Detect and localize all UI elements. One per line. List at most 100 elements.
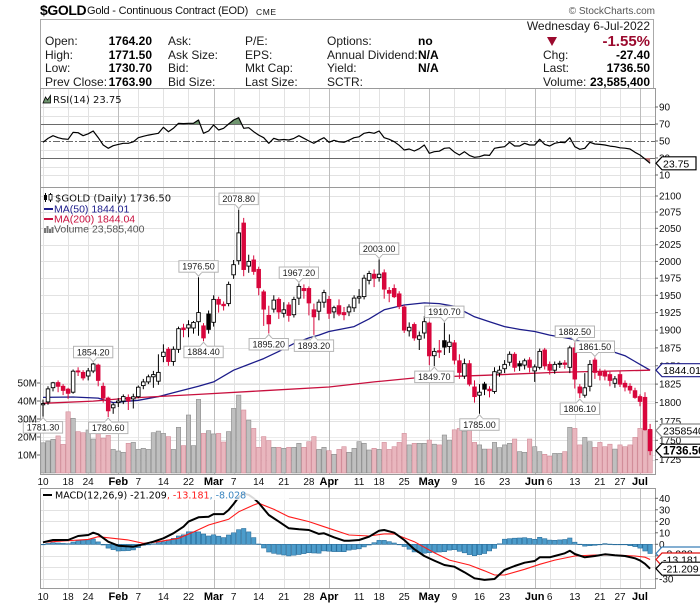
- volume-bar: [376, 449, 382, 474]
- candle: [126, 394, 131, 410]
- macd-histogram-bar: [291, 543, 297, 556]
- candle: [507, 351, 512, 366]
- candle-body: [341, 312, 347, 316]
- price-x-axis-label: 25: [399, 477, 411, 488]
- volume-bar: [496, 447, 502, 474]
- candle-body: [206, 313, 211, 330]
- price-x-axis-label: Feb: [109, 476, 129, 488]
- candle-body: [422, 321, 427, 334]
- price-axis-label: 2100: [659, 192, 682, 203]
- copyright-link[interactable]: © StockCharts.com: [568, 6, 655, 17]
- candle-body: [256, 268, 261, 289]
- volume-axis-label: 40M: [18, 397, 37, 408]
- macd-x-axis-label: 23: [499, 592, 511, 603]
- quote-label-chg: Chg:: [543, 47, 569, 62]
- price-x-axis-label: 14: [253, 477, 265, 488]
- macd-histogram-bar: [486, 543, 492, 552]
- candle-body: [50, 382, 56, 389]
- volume-bar: [266, 440, 272, 474]
- quote-label-volume: Volume:: [543, 74, 587, 89]
- annotation-pointer: [104, 417, 113, 423]
- price-x-axis-label: Jun: [525, 476, 545, 488]
- candle-body: [156, 371, 161, 382]
- macd-x-axis-label: 18: [63, 592, 75, 603]
- macd-histogram-bar: [507, 538, 513, 545]
- candle-body: [100, 385, 106, 399]
- macd-x-axis-label: 25: [399, 592, 411, 603]
- candle: [296, 283, 302, 305]
- candle: [65, 387, 71, 399]
- candle-body: [492, 371, 497, 392]
- price-x-axis-label: 6: [547, 477, 553, 488]
- macd-histogram-bar: [622, 543, 628, 546]
- rsi-value-tag: 23.75: [655, 156, 697, 171]
- volume-axis-label: 10M: [18, 451, 37, 462]
- price-x-axis-label: 27: [614, 477, 626, 488]
- candle: [211, 295, 216, 327]
- candle-body: [427, 322, 432, 357]
- volume-bar: [150, 432, 156, 474]
- ma50-value-tag-text: 1844.01: [663, 365, 700, 377]
- candle-body: [602, 371, 608, 377]
- candle-body: [502, 363, 507, 370]
- symbol-title: $GOLD: [40, 2, 87, 18]
- volume-bar: [547, 455, 553, 474]
- macd-histogram-bar: [562, 539, 568, 545]
- volume-bar: [356, 441, 362, 474]
- candle: [417, 331, 422, 350]
- macd-histogram-bar: [532, 538, 538, 545]
- volume-bar: [441, 434, 447, 474]
- volume-bar: [135, 449, 141, 474]
- macd-histogram-bar: [271, 543, 277, 554]
- price-annotation: 1781.30: [22, 416, 64, 434]
- candle-body: [261, 291, 266, 310]
- candle-body: [482, 383, 487, 390]
- volume-bar: [476, 444, 482, 474]
- macd-x-axis-label: 21: [594, 592, 606, 603]
- volume-bar: [607, 443, 613, 474]
- price-annotations: 1781.30 1854.20 1780.60 1976.50 1884.40 2078.…: [22, 192, 616, 435]
- macd-histogram-bar: [176, 535, 182, 545]
- volume-bar: [331, 453, 337, 474]
- price-x-axis-label: 7: [231, 477, 237, 488]
- rsi-axis-label: 50: [659, 137, 671, 148]
- price-axis-label: 1775: [659, 417, 682, 428]
- candle-body: [271, 299, 277, 310]
- macd-histogram-bar: [326, 543, 332, 552]
- volume-axis-label: 20M: [18, 433, 37, 444]
- macd-histogram-bar: [356, 543, 362, 550]
- volume-bar: [572, 428, 578, 474]
- quote-value-options: no: [418, 34, 433, 48]
- candle-body: [276, 298, 282, 313]
- volume-bar: [176, 426, 182, 474]
- candle-body: [80, 371, 86, 379]
- rsi-panel-border: [40, 88, 656, 188]
- candle: [482, 381, 487, 396]
- candle: [437, 340, 442, 358]
- volume-bar: [386, 449, 392, 474]
- volume-bar: [211, 433, 217, 474]
- candle-body: [557, 362, 563, 365]
- candle-body: [617, 374, 623, 385]
- candle-body: [246, 260, 251, 267]
- last-price-tag: 1736.50: [655, 443, 700, 458]
- candle: [587, 360, 593, 392]
- volume-bar: [401, 433, 407, 474]
- annotation-text: 2078.80: [222, 194, 255, 204]
- candle-body: [567, 347, 573, 368]
- volume-bar: [552, 453, 558, 474]
- volume-icon-bar: [49, 229, 51, 233]
- candle: [331, 305, 337, 319]
- macd-histogram-bar: [236, 529, 242, 545]
- macd-histogram-bar: [181, 534, 187, 545]
- candle: [597, 368, 603, 381]
- macd-histogram-bar: [261, 543, 267, 549]
- volume-bar: [241, 409, 247, 474]
- candle-body: [191, 321, 196, 329]
- rsi-legend-icon: [42, 94, 51, 104]
- candle-body: [366, 273, 372, 281]
- candle: [557, 360, 563, 368]
- candle: [146, 374, 151, 385]
- volume-bar: [160, 433, 166, 474]
- candle: [487, 386, 492, 398]
